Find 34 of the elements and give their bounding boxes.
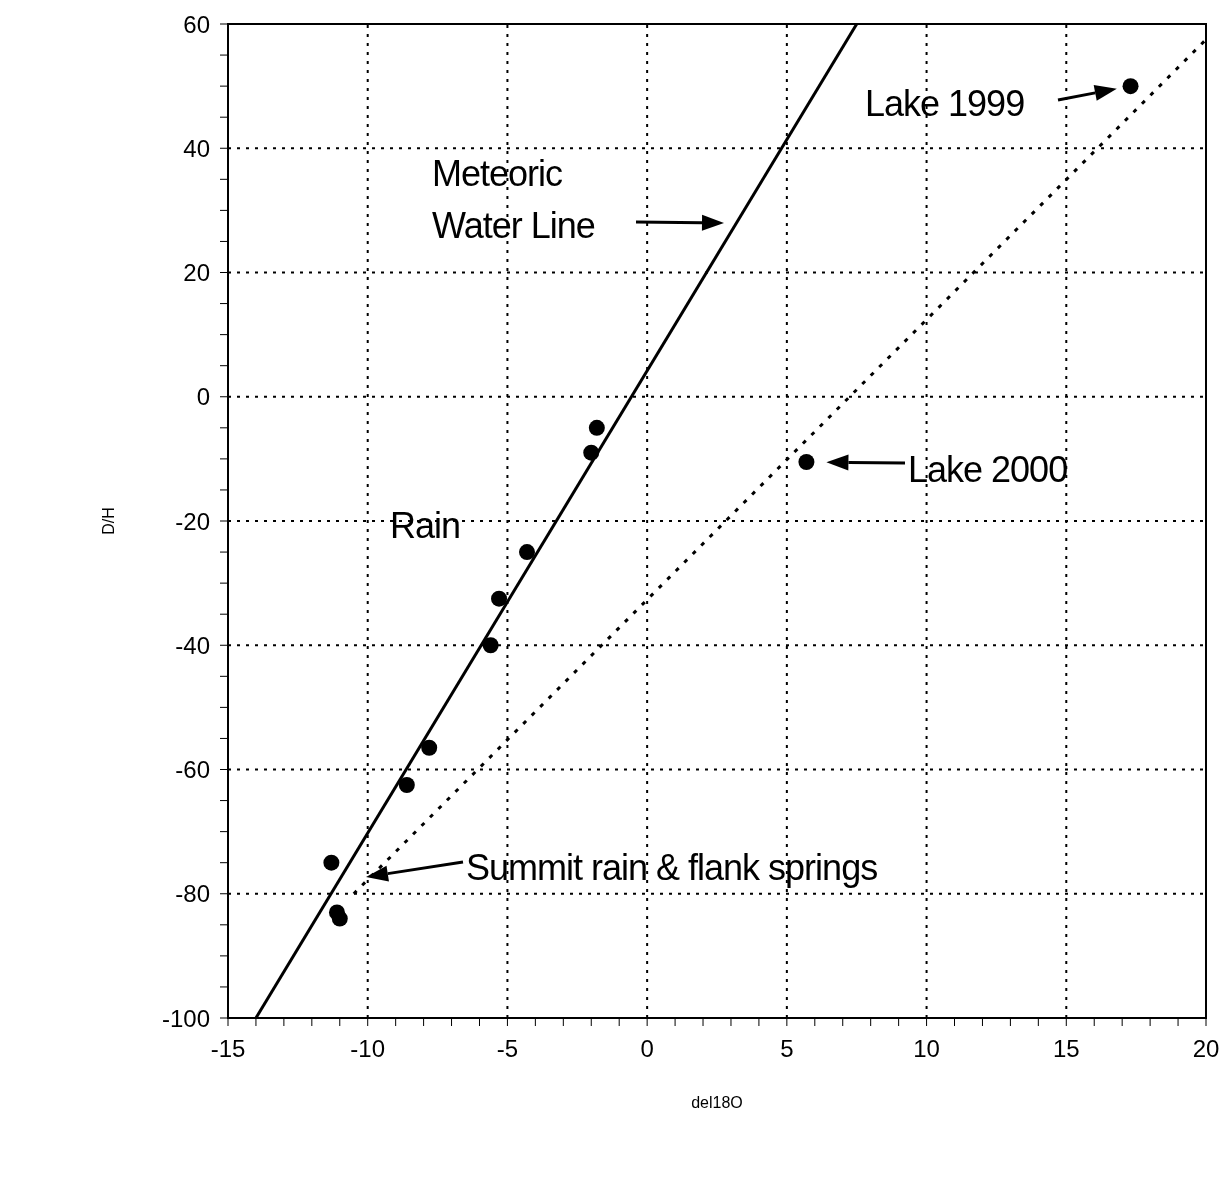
point	[588, 419, 605, 436]
y-tick-label: -40	[175, 631, 210, 659]
point	[482, 637, 499, 654]
y-axis-title: D/H	[99, 507, 117, 535]
x-tick-label: 20	[1192, 1035, 1220, 1063]
x-tick-label: 5	[780, 1035, 794, 1063]
y-tick-label: -80	[175, 880, 210, 908]
point	[331, 910, 348, 927]
y-tick-label: -60	[175, 756, 210, 784]
y-tick-label: -20	[175, 507, 210, 535]
y-tick-label: 0	[196, 383, 210, 411]
annotation: Lake 2000	[908, 448, 1069, 492]
y-tick-label: 40	[183, 134, 210, 162]
y-tick-label: 20	[183, 259, 210, 287]
y-tick-label: 60	[183, 10, 210, 38]
annotation: Summit rain & flank springs	[466, 846, 879, 890]
x-axis-title: del18O	[691, 1094, 743, 1111]
point	[323, 854, 340, 871]
x-tick-label: -5	[496, 1035, 519, 1063]
point	[421, 739, 438, 756]
x-tick-label: 15	[1052, 1035, 1080, 1063]
x-tick-label: -15	[210, 1035, 246, 1063]
x-tick-label: -10	[350, 1035, 386, 1063]
annotation: Lake 1999	[865, 82, 1026, 126]
point	[491, 590, 508, 607]
annotation: Meteoric Water Line	[432, 152, 596, 248]
point	[1122, 78, 1139, 95]
point	[798, 453, 815, 470]
x-tick-label: 0	[640, 1035, 654, 1063]
x-tick-label: 10	[913, 1035, 940, 1063]
point	[518, 544, 535, 561]
annotation: Rain	[390, 504, 462, 548]
point	[398, 777, 415, 794]
y-tick-label: -100	[161, 1004, 210, 1032]
